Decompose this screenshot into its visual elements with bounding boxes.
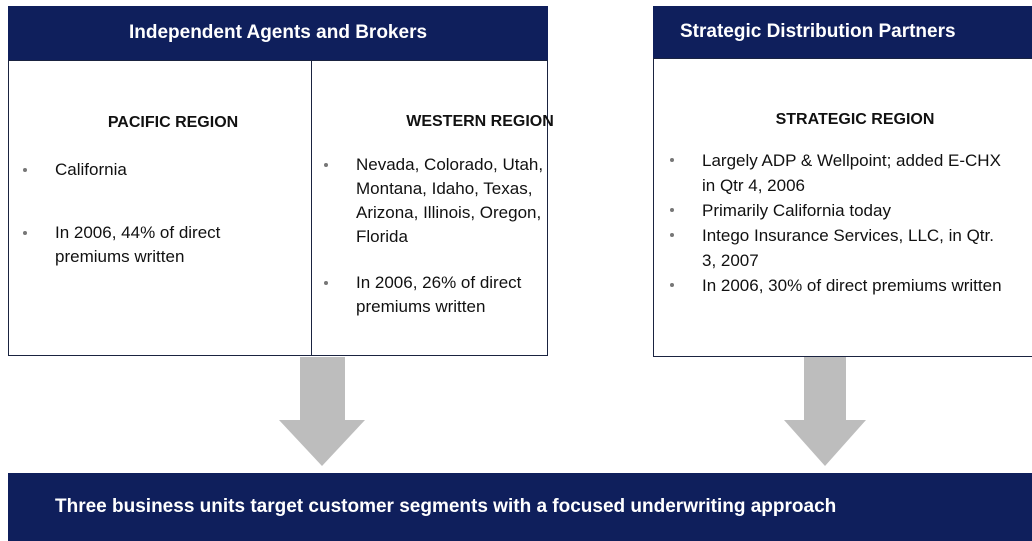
pacific-box xyxy=(8,60,312,356)
down-arrow xyxy=(279,357,365,466)
bullet: California xyxy=(23,158,285,182)
column-heading: WESTERN REGION xyxy=(406,113,554,130)
column-heading: PACIFIC REGION xyxy=(107,114,239,131)
western-box xyxy=(311,60,548,356)
bullet: In 2006, 26% of direct premiums written xyxy=(324,271,588,319)
right-header-title: Strategic Distribution Partners xyxy=(680,21,956,42)
right-header: Strategic Distribution Partners xyxy=(653,6,1032,58)
down-arrow xyxy=(784,357,866,466)
bullet: In 2006, 30% of direct premiums written xyxy=(670,273,1007,298)
column-heading: STRATEGIC REGION xyxy=(775,111,935,128)
bullet: Nevada, Colorado, Utah, Montana, Idaho, … xyxy=(324,153,588,249)
strategic-box xyxy=(653,58,1032,357)
bullet: Primarily California today xyxy=(670,198,1007,223)
left-header: Independent Agents and Brokers xyxy=(8,6,548,60)
banner-text: Three business units target customer seg… xyxy=(55,496,837,517)
bullet: In 2006, 44% of direct premiums written xyxy=(23,221,285,269)
left-header-title: Independent Agents and Brokers xyxy=(128,22,428,43)
bullet: Largely ADP & Wellpoint; added E-CHX in … xyxy=(670,148,1007,198)
bullet: Intego Insurance Services, LLC, in Qtr. … xyxy=(670,223,1007,273)
bullet-list: Largely ADP & Wellpoint; added E-CHX in … xyxy=(670,148,1007,298)
bullet-list: Nevada, Colorado, Utah, Montana, Idaho, … xyxy=(324,153,588,319)
bullet-list: California In 2006, 44% of direct premiu… xyxy=(23,158,285,269)
summary-banner: Three business units target customer seg… xyxy=(8,473,1032,541)
